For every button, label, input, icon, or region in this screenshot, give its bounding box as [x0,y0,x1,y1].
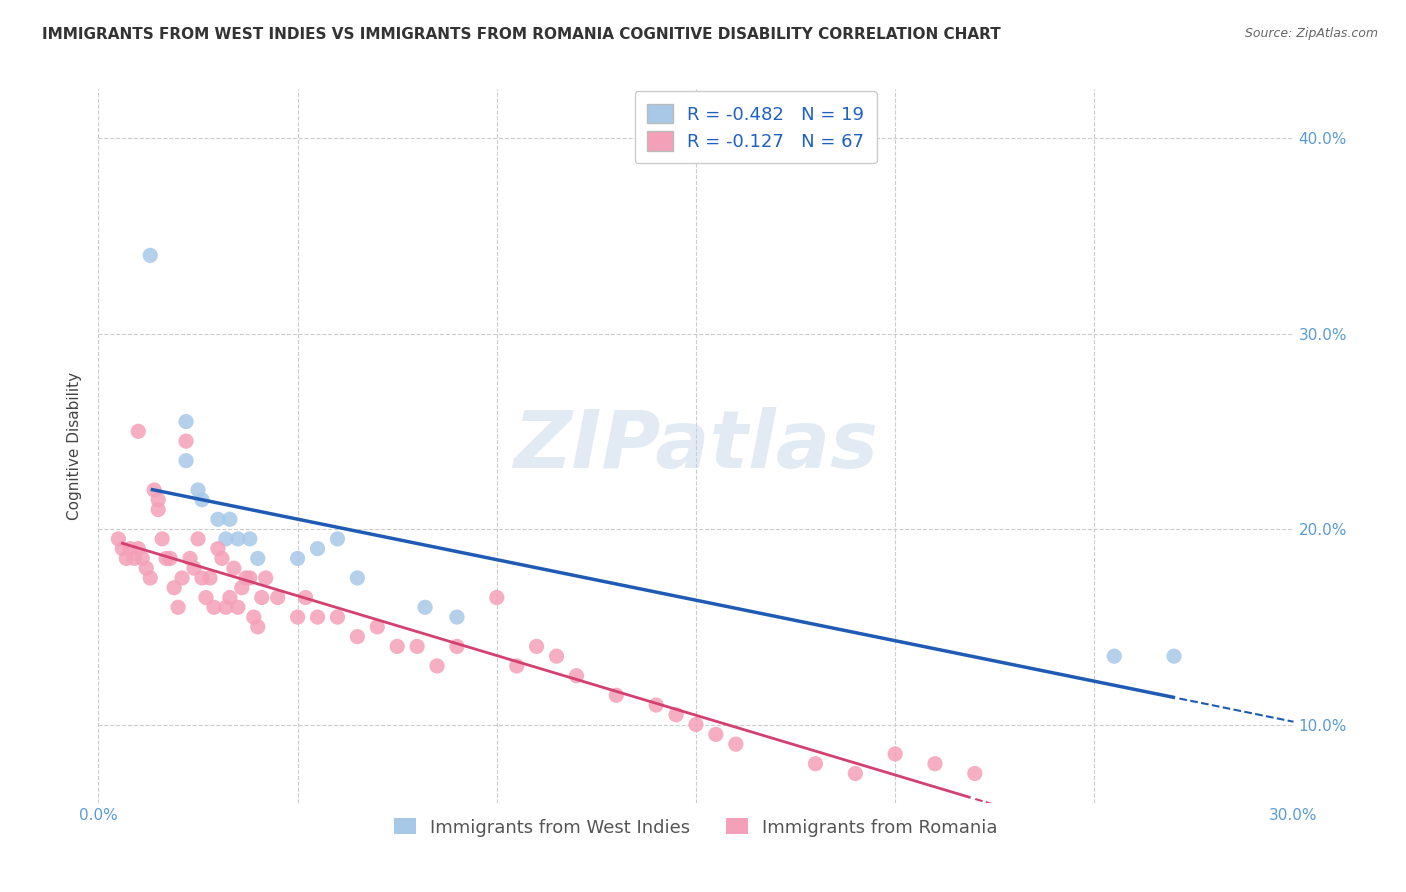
Point [506,659,529,673]
Point [446,610,468,624]
Point [207,541,229,556]
Point [239,532,262,546]
Point [665,707,688,722]
Point [307,541,329,556]
Point [645,698,668,712]
Point [191,571,214,585]
Point [565,669,588,683]
Point [174,415,197,429]
Text: ZIPatlas: ZIPatlas [513,407,879,485]
Point [187,483,209,497]
Point [485,591,508,605]
Point [413,600,436,615]
Legend: Immigrants from West Indies, Immigrants from Romania: Immigrants from West Indies, Immigrants … [387,811,1005,844]
Point [346,571,368,585]
Point [406,640,429,654]
Point [326,532,349,546]
Point [215,600,238,615]
Point [704,727,727,741]
Point [215,532,238,546]
Point [1104,649,1126,664]
Point [526,640,548,654]
Point [159,551,181,566]
Point [167,600,190,615]
Point [250,591,273,605]
Point [172,571,194,585]
Point [107,532,129,546]
Point [844,766,866,780]
Point [287,551,309,566]
Point [446,640,468,654]
Point [246,551,269,566]
Point [235,571,257,585]
Point [174,453,197,467]
Point [127,541,149,556]
Point [183,561,205,575]
Point [120,541,142,556]
Point [1163,649,1185,664]
Y-axis label: Cognitive Disability: Cognitive Disability [67,372,83,520]
Point [385,640,409,654]
Point [139,248,162,262]
Point [187,532,209,546]
Point [174,434,197,449]
Point [163,581,186,595]
Point [143,483,166,497]
Point [346,630,368,644]
Point [605,688,627,702]
Point [219,591,242,605]
Point [222,561,245,575]
Point [195,591,218,605]
Point [243,610,266,624]
Point [207,512,229,526]
Point [287,610,309,624]
Point [963,766,986,780]
Point [179,551,201,566]
Point [804,756,827,771]
Point [131,551,153,566]
Point [546,649,568,664]
Point [127,425,149,439]
Point [231,581,253,595]
Point [685,717,707,731]
Point [326,610,349,624]
Point [139,571,162,585]
Point [148,502,170,516]
Point [884,747,907,761]
Point [124,551,146,566]
Point [115,551,138,566]
Point [211,551,233,566]
Point [426,659,449,673]
Point [150,532,173,546]
Point [155,551,177,566]
Point [219,512,242,526]
Point [135,561,157,575]
Point [226,532,249,546]
Point [724,737,747,751]
Point [254,571,277,585]
Point [191,492,214,507]
Point [239,571,262,585]
Point [148,492,170,507]
Text: Source: ZipAtlas.com: Source: ZipAtlas.com [1244,27,1378,40]
Point [267,591,290,605]
Point [307,610,329,624]
Point [111,541,134,556]
Text: IMMIGRANTS FROM WEST INDIES VS IMMIGRANTS FROM ROMANIA COGNITIVE DISABILITY CORR: IMMIGRANTS FROM WEST INDIES VS IMMIGRANT… [42,27,1001,42]
Point [366,620,388,634]
Point [246,620,269,634]
Point [202,600,225,615]
Point [924,756,946,771]
Point [294,591,316,605]
Point [198,571,221,585]
Point [226,600,249,615]
